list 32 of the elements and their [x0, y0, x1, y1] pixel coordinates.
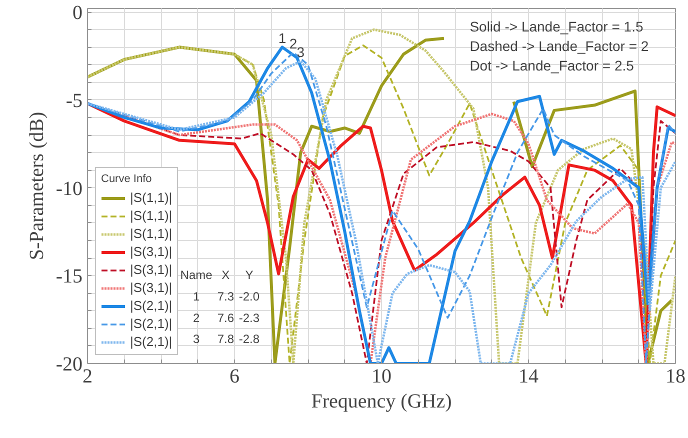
legend-title: Curve Info: [101, 173, 153, 185]
text: Name X Y: [180, 268, 254, 282]
y-tick-label: -5: [66, 90, 83, 112]
text: 1 7.3 -2.0: [192, 290, 260, 304]
y-tick-label: 0: [72, 2, 82, 24]
y-axis-title: S-Parameters (dB): [26, 112, 48, 260]
x-tick-label: 18: [666, 366, 686, 388]
legend-label: |S(2,1)|: [130, 334, 172, 349]
legend-label: |S(3,1)|: [130, 244, 172, 259]
x-tick-label: 10: [372, 366, 392, 388]
legend-label: |S(3,1)|: [130, 280, 172, 295]
text: 3 7.8 -2.8: [192, 332, 260, 346]
legend-label: |S(2,1)|: [130, 316, 172, 331]
x-tick-label: 14: [518, 366, 538, 388]
annotation: 3: [296, 44, 305, 60]
x-axis-title: Frequency (GHz): [311, 390, 452, 412]
annotation: 2: [289, 35, 298, 52]
legend-label: |S(3,1)|: [130, 262, 172, 277]
annotation: Dot -> Lande_Factor = 2.5: [470, 57, 634, 74]
annotation: 1: [278, 30, 286, 46]
x-tick-label: 2: [82, 366, 92, 388]
y-tick-label: -15: [56, 266, 83, 288]
legend-label: |S(1,1)|: [130, 208, 172, 223]
annotation: Solid -> Lande_Factor = 1.5: [470, 18, 644, 34]
y-tick-label: -20: [56, 354, 83, 376]
y-tick-label: -10: [56, 178, 83, 200]
legend-label: |S(1,1)|: [130, 190, 172, 205]
legend-label: |S(2,1)|: [130, 298, 172, 313]
text: 2 7.6 -2.3: [192, 310, 260, 325]
legend-label: |S(1,1)|: [130, 226, 172, 241]
x-tick-label: 6: [230, 366, 240, 388]
annotation: Dashed -> Lande_Factor = 2: [470, 38, 649, 54]
